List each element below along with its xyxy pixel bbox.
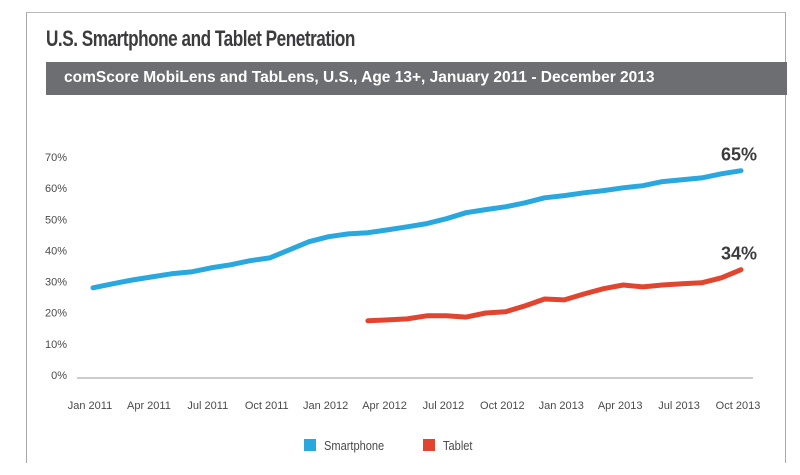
series-line-tablet xyxy=(365,267,744,324)
y-tick-label: 60% xyxy=(45,183,67,195)
x-tick-label: Jan 2011 xyxy=(68,400,112,412)
legend-label-tablet: Tablet xyxy=(443,437,473,453)
legend: Smartphone Tablet xyxy=(0,436,800,454)
x-tick-label: Oct 2011 xyxy=(245,400,289,412)
end-label-smartphone: 65% xyxy=(721,145,757,165)
y-tick-label: 20% xyxy=(45,308,67,320)
x-axis: Jan 2011 Apr 2011 Jul 2011 Oct 2011 Jan 2012… xyxy=(68,400,761,412)
chart-title: U.S. Smartphone and Tablet Penetration xyxy=(46,26,355,51)
x-tick-label: Jan 2013 xyxy=(539,400,584,412)
x-tick-label: Apr 2012 xyxy=(362,400,407,412)
x-tick-label: Jul 2013 xyxy=(658,400,700,412)
chart-subtitle: comScore MobiLens and TabLens, U.S., Age… xyxy=(64,69,655,86)
end-labels: 65% 34% xyxy=(721,145,757,264)
y-tick-label: 40% xyxy=(45,245,67,257)
y-tick-label: 0% xyxy=(51,370,67,382)
x-tick-label: Oct 2012 xyxy=(480,400,525,412)
x-tick-label: Oct 2013 xyxy=(716,400,761,412)
y-tick-label: 70% xyxy=(45,152,67,164)
y-axis: 0% 10% 20% 30% 40% 50% 60% 70% xyxy=(45,152,67,382)
legend-item-tablet: Tablet xyxy=(423,436,478,454)
x-tick-label: Apr 2011 xyxy=(127,400,171,412)
series-lines xyxy=(90,168,744,324)
legend-item-smartphone: Smartphone xyxy=(304,436,395,454)
y-tick-label: 50% xyxy=(45,214,67,226)
end-label-tablet: 34% xyxy=(721,244,757,264)
y-tick-label: 30% xyxy=(45,277,67,289)
legend-swatch-tablet xyxy=(423,439,435,451)
x-tick-label: Jul 2012 xyxy=(423,400,465,412)
legend-swatch-smartphone xyxy=(304,439,316,451)
subtitle-bar: comScore MobiLens and TabLens, U.S., Age… xyxy=(46,62,787,95)
chart-frame xyxy=(26,12,786,463)
x-tick-label: Jan 2012 xyxy=(303,400,348,412)
x-tick-label: Apr 2013 xyxy=(598,400,643,412)
y-tick-label: 10% xyxy=(45,339,67,351)
series-line-smartphone xyxy=(90,168,744,291)
legend-label-smartphone: Smartphone xyxy=(324,437,385,453)
x-tick-label: Jul 2011 xyxy=(187,400,228,412)
